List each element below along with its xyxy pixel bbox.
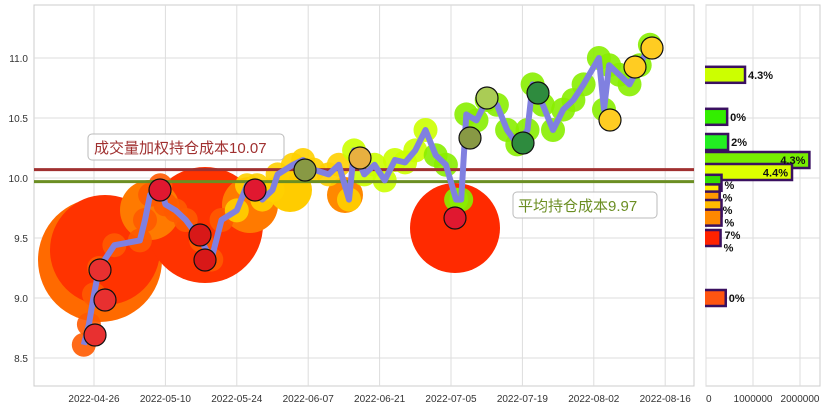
price-line [80, 43, 653, 346]
x-tick-label: 2022-04-26 [68, 394, 120, 405]
x-tick-label: 2022-08-02 [568, 394, 620, 405]
x-tick-label: 2022-07-05 [425, 394, 477, 405]
volume-bar-label: 7% [725, 230, 741, 242]
ref-label-weighted-text: 成交量加权持仓成本10.07 [94, 139, 267, 157]
ref-label-average: 平均持仓成本9.97 [512, 191, 658, 219]
y-tick-label: 10.5 [9, 114, 29, 125]
panel-gap [695, 0, 705, 410]
fruit-icon [93, 288, 117, 312]
y-tick-label: 10.0 [9, 174, 29, 185]
volume-bar-label: 0% [730, 112, 746, 124]
side-x-tick-label: 0 [706, 394, 712, 405]
y-tick-label: 9.5 [14, 234, 28, 245]
fruit-icon [83, 323, 107, 347]
volume-bar [700, 288, 727, 308]
fruit-icon [598, 108, 622, 132]
fruit-icon [148, 178, 172, 202]
volume-bar-label: % [725, 180, 735, 192]
ref-label-weighted: 成交量加权持仓成本10.07 [87, 133, 285, 161]
fruit-icon [293, 158, 317, 182]
side-x-tick-label: 2000000 [781, 394, 820, 405]
fruit-icon [88, 258, 112, 282]
fruit-icon [243, 178, 267, 202]
y-tick-label: 11.0 [9, 54, 28, 65]
fruit-icon [640, 36, 664, 60]
fruit-icon [475, 86, 499, 110]
volume-bar-label: % [723, 205, 733, 217]
fruit-icon [458, 126, 482, 150]
side-x-tick-label: 1000000 [734, 394, 773, 405]
volume-bar-label: % [724, 243, 734, 255]
fruit-icon [511, 131, 535, 155]
volume-bar [700, 107, 729, 127]
x-tick-label: 2022-06-21 [354, 394, 406, 405]
x-tick-label: 2022-05-24 [211, 394, 263, 405]
volume-bar-label: 2% [731, 137, 747, 149]
volume-bars [695, 0, 811, 410]
fruit-icon [623, 55, 647, 79]
volume-bar-label: 0% [729, 293, 745, 305]
x-tick-label: 2022-05-10 [140, 394, 192, 405]
fruit-icon [193, 248, 217, 272]
fruit-icon [348, 146, 372, 170]
x-tick-label: 2022-08-16 [640, 394, 692, 405]
y-tick-label: 8.5 [14, 354, 28, 365]
tick-labels: 2022-04-26 2022-05-10 2022-05-24 2022-06-07… [9, 54, 820, 405]
volume-bar-label: 4.4% [763, 168, 788, 180]
x-tick-label: 2022-07-19 [497, 394, 549, 405]
volume-bar-label: 4.3% [748, 70, 773, 82]
fruit-icon [188, 223, 212, 247]
fruit-icon [443, 206, 467, 230]
volume-bar-label: % [723, 193, 733, 205]
fruit-icon [526, 81, 550, 105]
volume-bar-label: % [725, 218, 735, 230]
volume-bar [700, 132, 730, 152]
volume-bar-labels: 4.3%0%2%4.3%4.4%%%%%7%%0% [723, 70, 806, 305]
y-tick-label: 9.0 [14, 294, 28, 305]
x-tick-label: 2022-06-07 [283, 394, 335, 405]
volume-bar [700, 65, 747, 85]
fruit-markers [83, 36, 664, 347]
volume-bar-label: 4.3% [780, 155, 805, 167]
ref-label-average-text: 平均持仓成本9.97 [518, 198, 637, 215]
